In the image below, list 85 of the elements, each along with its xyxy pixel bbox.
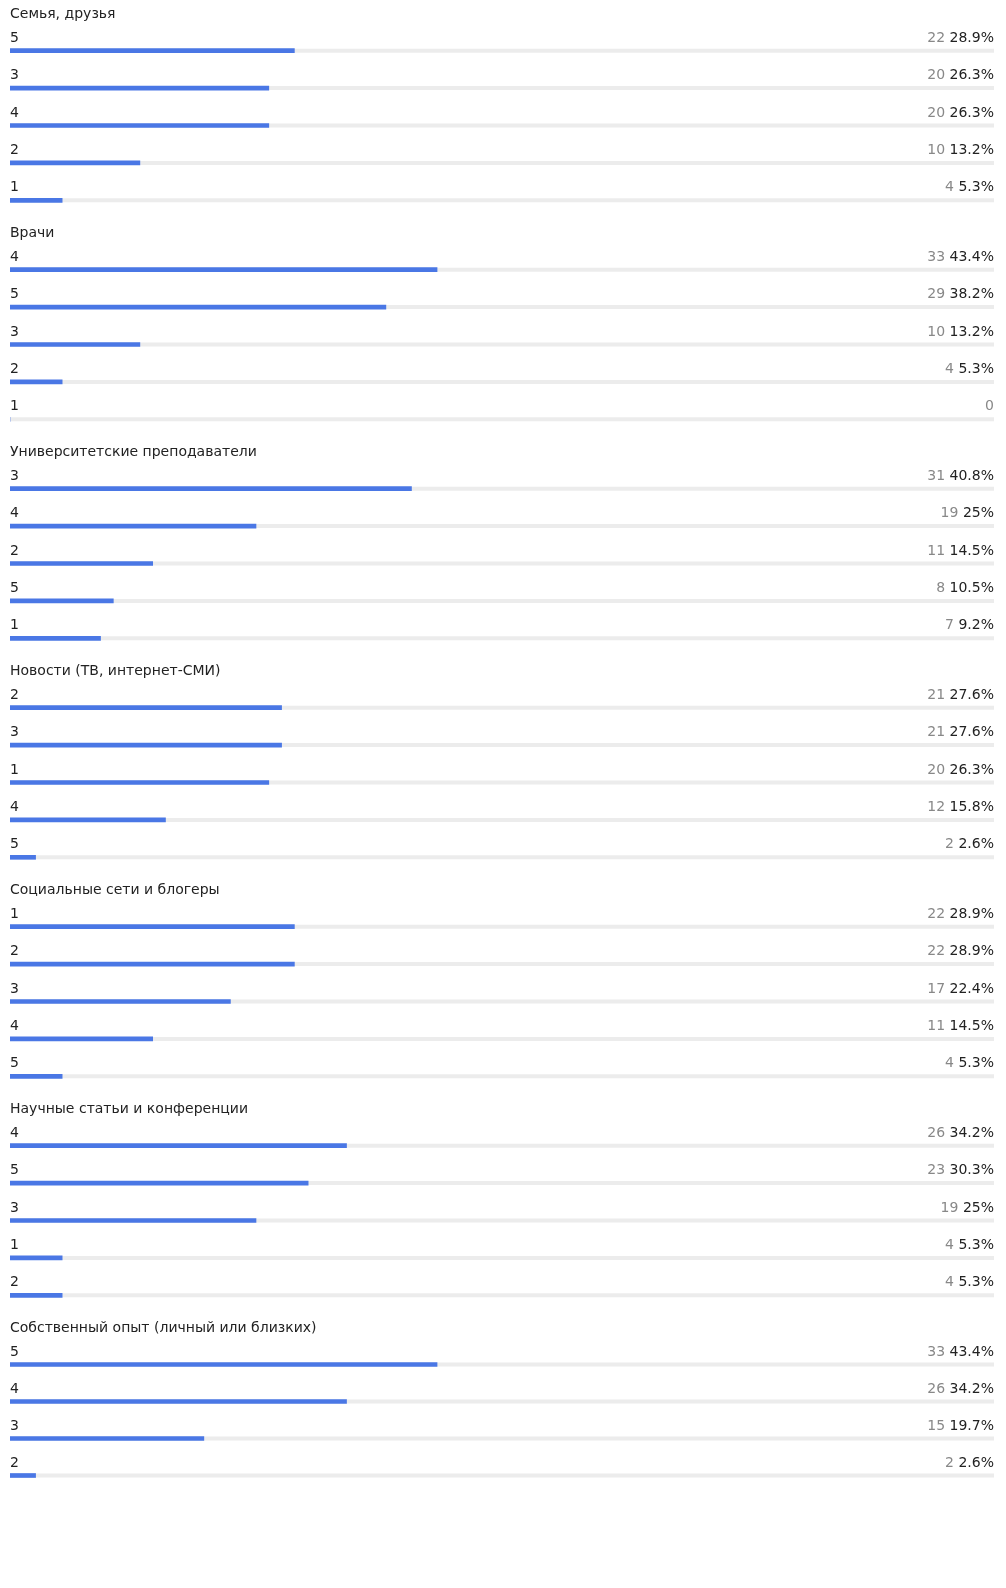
category-label: 3 bbox=[10, 322, 19, 339]
category-label: 3 bbox=[10, 979, 19, 996]
data-label: 22 28.9% bbox=[927, 904, 995, 921]
category-label: 5 bbox=[10, 1161, 19, 1178]
bar bbox=[10, 635, 101, 641]
data-label: 20 26.3% bbox=[927, 66, 995, 83]
chart-title: Семья, друзья bbox=[10, 4, 117, 23]
category-label: 3 bbox=[10, 1416, 19, 1433]
category-label: 5 bbox=[10, 578, 19, 595]
data-label: 20 26.3% bbox=[927, 760, 995, 777]
category-label: 1 bbox=[10, 1235, 19, 1252]
category-label: 3 bbox=[10, 66, 19, 83]
chart-title: Новости (ТВ, интернет-СМИ) bbox=[10, 661, 222, 680]
data-label: 29 38.2% bbox=[927, 285, 995, 302]
data-label: 19 25% bbox=[940, 1198, 995, 1215]
data-label: 20 26.3% bbox=[927, 103, 995, 120]
data-label: 2 2.6% bbox=[945, 1453, 995, 1470]
category-label: 5 bbox=[10, 1342, 19, 1359]
data-label: 22 28.9% bbox=[927, 28, 995, 45]
data-label: 11 14.5% bbox=[927, 1016, 995, 1033]
chart-title: Университетские преподаватели bbox=[10, 442, 258, 461]
data-label: 26 34.2% bbox=[927, 1123, 995, 1140]
category-label: 1 bbox=[10, 178, 19, 195]
data-label: 10 13.2% bbox=[927, 140, 995, 157]
chart-title: Врачи bbox=[10, 223, 56, 242]
category-label: 4 bbox=[10, 797, 19, 814]
chart-title: Научные статьи и конференции bbox=[10, 1099, 249, 1118]
category-label: 3 bbox=[10, 723, 19, 740]
data-label: 4 5.3% bbox=[945, 1273, 995, 1290]
data-label: 23 30.3% bbox=[927, 1161, 995, 1178]
category-label: 1 bbox=[10, 397, 19, 414]
data-label: 21 27.6% bbox=[927, 685, 995, 702]
bar bbox=[10, 561, 154, 566]
data-label: 7 9.2% bbox=[945, 616, 995, 633]
data-label: 26 34.2% bbox=[927, 1379, 995, 1396]
chart-title: Собственный опыт (личный или близких) bbox=[10, 1318, 318, 1337]
category-label: 5 bbox=[10, 285, 19, 302]
data-label: 10 13.2% bbox=[927, 322, 995, 339]
data-label: 33 43.4% bbox=[927, 247, 995, 264]
data-label: 4 5.3% bbox=[945, 1235, 995, 1252]
category-label: 2 bbox=[10, 1273, 19, 1290]
data-label: 22 28.9% bbox=[927, 942, 995, 959]
category-label: 2 bbox=[10, 942, 19, 959]
data-label: 12 15.8% bbox=[927, 797, 995, 814]
category-label: 1 bbox=[10, 904, 19, 921]
category-label: 2 bbox=[10, 1453, 19, 1470]
category-label: 5 bbox=[10, 28, 19, 45]
category-label: 2 bbox=[10, 140, 19, 157]
bar bbox=[10, 1073, 63, 1079]
category-label: 4 bbox=[10, 103, 19, 120]
bar bbox=[10, 999, 231, 1004]
data-label: 11 14.5% bbox=[927, 541, 995, 558]
data-label: 19 25% bbox=[940, 504, 995, 521]
category-label: 3 bbox=[10, 1198, 19, 1215]
data-label: 4 5.3% bbox=[945, 359, 995, 376]
category-label: 3 bbox=[10, 466, 19, 483]
data-label: 4 5.3% bbox=[945, 178, 995, 195]
bar bbox=[10, 1436, 205, 1441]
category-label: 4 bbox=[10, 1379, 19, 1396]
data-label: 8 10.5% bbox=[936, 578, 995, 595]
category-label: 1 bbox=[10, 616, 19, 633]
data-label: 4 5.3% bbox=[945, 1054, 995, 1071]
data-label: 0 bbox=[985, 397, 994, 414]
category-label: 2 bbox=[10, 541, 19, 558]
data-label: 15 19.7% bbox=[927, 1416, 995, 1433]
data-label: 31 40.8% bbox=[927, 466, 995, 483]
category-label: 4 bbox=[10, 1016, 19, 1033]
category-label: 4 bbox=[10, 504, 19, 521]
category-label: 2 bbox=[10, 685, 19, 702]
bar bbox=[10, 1473, 36, 1478]
bar bbox=[10, 342, 141, 347]
bar bbox=[10, 1292, 63, 1298]
data-label: 2 2.6% bbox=[945, 835, 995, 852]
category-label: 4 bbox=[10, 247, 19, 264]
category-label: 5 bbox=[10, 1054, 19, 1071]
category-label: 4 bbox=[10, 1123, 19, 1140]
category-label: 5 bbox=[10, 835, 19, 852]
chart-title: Социальные сети и блогеры bbox=[10, 880, 221, 899]
data-label: 17 22.4% bbox=[927, 979, 995, 996]
bar bbox=[10, 854, 36, 860]
category-label: 2 bbox=[10, 359, 19, 376]
category-label: 1 bbox=[10, 760, 19, 777]
bar bbox=[10, 197, 63, 203]
data-label: 33 43.4% bbox=[927, 1342, 995, 1359]
data-label: 21 27.6% bbox=[927, 723, 995, 740]
